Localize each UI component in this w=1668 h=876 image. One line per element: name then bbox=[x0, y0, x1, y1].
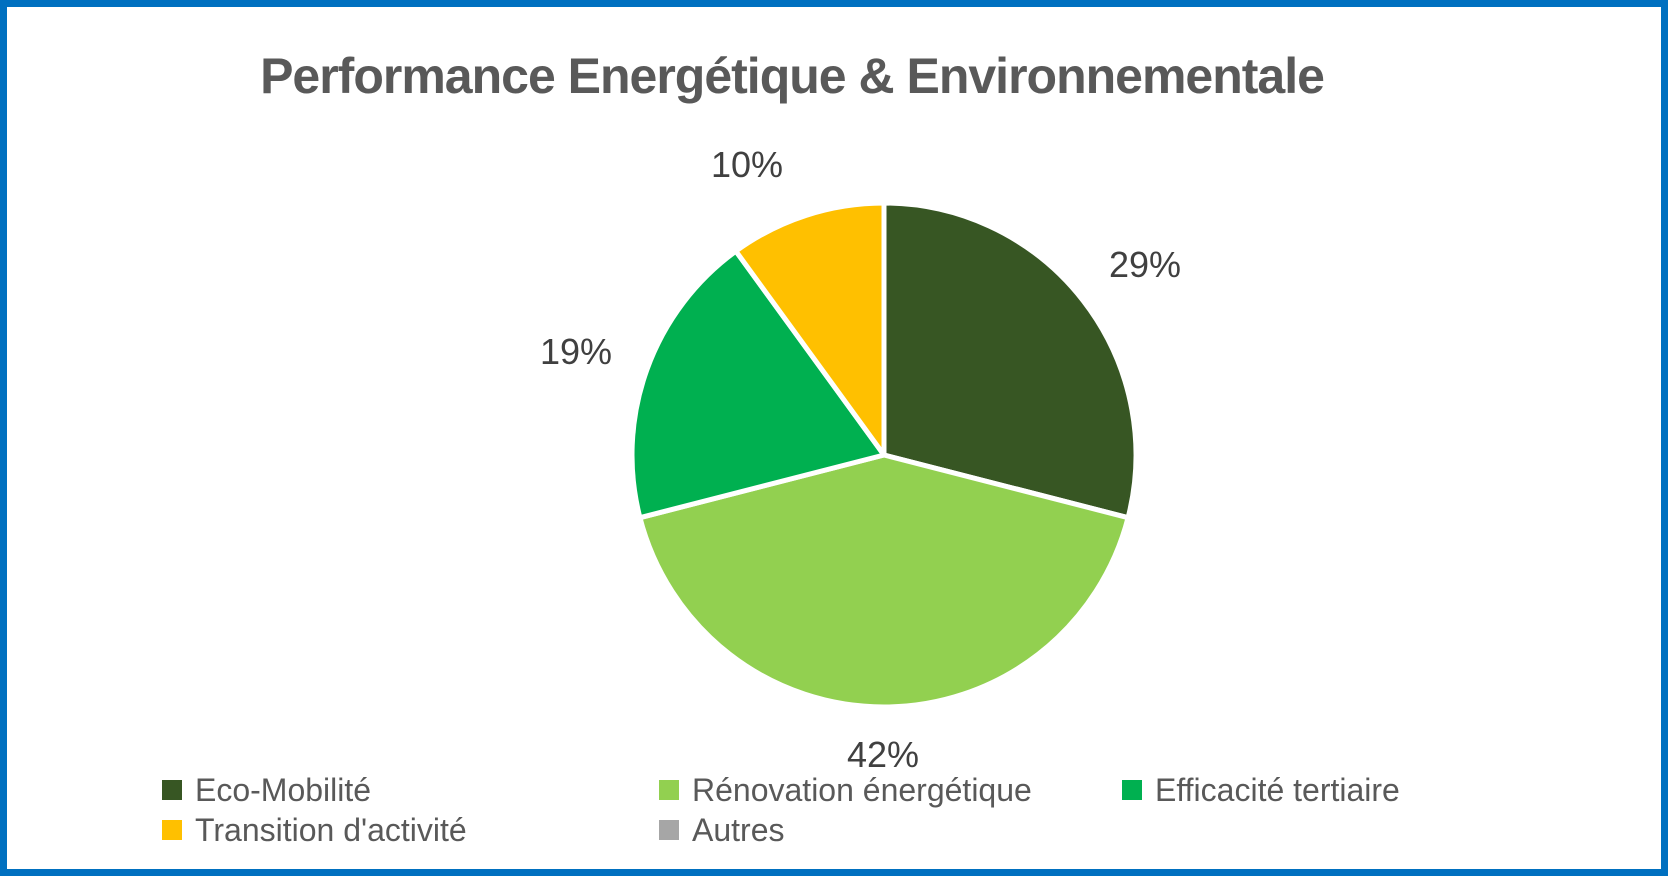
legend-swatch-transition-activite bbox=[162, 820, 182, 840]
legend-item-eco-mobilite[interactable]: Eco-Mobilité bbox=[162, 770, 371, 810]
pie-slice-1[interactable] bbox=[637, 452, 1131, 710]
pie-slice-0[interactable] bbox=[881, 200, 1139, 521]
legend-label-eco-mobilite: Eco-Mobilité bbox=[195, 771, 372, 808]
legend-label-efficacite-tertiaire: Efficacité tertiaire bbox=[1155, 771, 1400, 808]
chart-title: Performance Energétique & Environnementa… bbox=[260, 48, 1325, 104]
data-label-efficacite-tertiaire: 19% bbox=[539, 331, 613, 372]
pie-slice-3[interactable] bbox=[733, 200, 887, 458]
legend-item-efficacite-tertiaire[interactable]: Efficacité tertiaire bbox=[1122, 770, 1400, 810]
legend-swatch-efficacite-tertiaire bbox=[1122, 780, 1142, 800]
data-label-renovation-energetique: 42% bbox=[846, 734, 920, 775]
legend-label-transition-activite: Transition d'activité bbox=[195, 811, 467, 848]
legend-label-renovation-energetique: Rénovation énergétique bbox=[692, 771, 1032, 808]
legend-label-autres: Autres bbox=[692, 811, 785, 848]
legend-swatch-autres bbox=[659, 820, 679, 840]
legend-item-transition-activite[interactable]: Transition d'activité bbox=[162, 810, 467, 850]
legend-item-renovation-energetique[interactable]: Rénovation énergétique bbox=[659, 770, 1032, 810]
legend-item-autres[interactable]: Autres bbox=[659, 810, 784, 850]
legend-swatch-renovation-energetique bbox=[659, 780, 679, 800]
pie-chart[interactable] bbox=[624, 195, 1144, 715]
data-label-eco-mobilite: 29% bbox=[1108, 244, 1182, 285]
data-label-transition-activite: 10% bbox=[710, 144, 784, 185]
pie-slice-2[interactable] bbox=[629, 248, 887, 521]
legend-swatch-eco-mobilite bbox=[162, 780, 182, 800]
